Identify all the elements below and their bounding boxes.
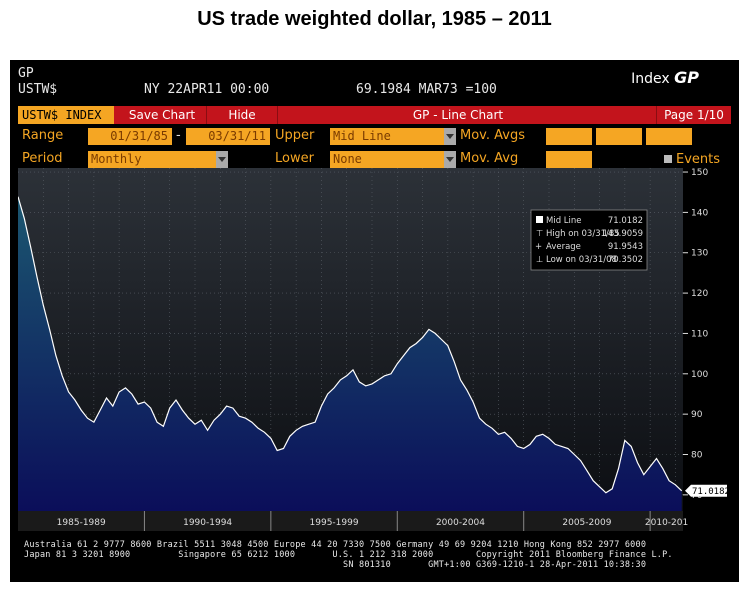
function-code: GP [18, 66, 34, 81]
y-tick-label: 90 [691, 410, 703, 420]
value-line: 69.1984 MAR73 =100 [356, 82, 497, 97]
legend-box: Mid Line 71.0182 ⊤ High on 03/31/85 143.… [530, 209, 648, 271]
legend-low-value: 70.3502 [608, 255, 643, 265]
date-line: NY 22APR11 00:00 [144, 82, 270, 97]
bloomberg-terminal-window: GP USTW$ NY 22APR11 00:00 69.1984 MAR73 … [10, 60, 739, 582]
ticker-label: USTW$ [18, 82, 58, 97]
range-end-field[interactable]: 03/31/11 [186, 128, 270, 145]
legend-low-icon: ⊥ [536, 255, 543, 265]
lower-label: Lower [275, 151, 314, 166]
range-row: Range 01/31/85 - 03/31/11 Upper Mid Line… [18, 127, 730, 147]
x-tick-label: 1990-1994 [183, 518, 232, 528]
brand-word: Index [631, 71, 670, 87]
legend-average-label: Average [546, 242, 581, 252]
legend-average-icon: + [535, 242, 542, 252]
brand-header: Index GP [631, 68, 699, 87]
y-tick-label: 140 [691, 208, 708, 218]
chart-type-title: GP - Line Chart [412, 108, 504, 122]
area-fill [18, 196, 682, 511]
x-tick-label: 2000-2004 [436, 518, 485, 528]
x-tick-label: 1995-1999 [310, 518, 359, 528]
upper-dropdown-icon[interactable] [444, 128, 456, 145]
period-dropdown-icon[interactable] [216, 151, 228, 168]
lower-select[interactable]: None [330, 151, 444, 168]
mov-avg-field[interactable] [546, 151, 592, 168]
page-indicator[interactable]: Page 1/10 [656, 106, 731, 124]
y-tick-label: 130 [691, 249, 708, 259]
legend-average-value: 91.9543 [608, 242, 643, 252]
upper-select[interactable]: Mid Line [330, 128, 444, 145]
series-line [18, 196, 683, 494]
y-tick-label: 100 [691, 370, 708, 380]
mov-avg-field-3[interactable] [646, 128, 692, 145]
period-row: Period Monthly Lower None Mov. Avg Event… [18, 150, 730, 170]
range-start-field[interactable]: 01/31/85 [88, 128, 172, 145]
last-value-label: 71.0182 [692, 487, 730, 497]
mov-avg-field-2[interactable] [596, 128, 642, 145]
toolbar: USTW$ INDEX Save Chart Hide GP - Line Ch… [18, 106, 731, 124]
last-value-tag [685, 484, 727, 497]
brand-code: GP [674, 68, 699, 87]
upper-label: Upper [275, 128, 315, 143]
y-tick-label: 80 [691, 451, 703, 461]
lower-dropdown-icon[interactable] [444, 151, 456, 168]
security-field[interactable]: USTW$ INDEX [18, 106, 114, 124]
save-chart-button[interactable]: Save Chart [118, 106, 207, 124]
mov-avg-label: Mov. Avg [460, 151, 519, 166]
y-tick-label: 150 [691, 168, 708, 178]
legend-low-label: Low on 03/31/08 [546, 255, 617, 265]
page-title: US trade weighted dollar, 1985 – 2011 [197, 8, 552, 30]
legend-high-label: High on 03/31/85 [546, 229, 620, 239]
last-value-marker: 71.0182 [685, 484, 730, 497]
legend-high-value: 143.9059 [602, 229, 643, 239]
y-tick-label: 120 [691, 289, 708, 299]
y-axis: 708090100110120130140150 [683, 168, 708, 501]
footer-line-1: Australia 61 2 9777 8600 Brazil 5511 304… [24, 540, 647, 550]
footer-line-2: Japan 81 3 3201 8900 Singapore 65 6212 1… [24, 550, 673, 560]
mov-avgs-label: Mov. Avgs [460, 128, 525, 143]
legend-midline-swatch [536, 216, 543, 223]
period-label: Period [22, 151, 63, 166]
hide-button[interactable]: Hide [207, 106, 278, 124]
legend-high-icon: ⊤ [536, 229, 543, 239]
x-axis: 1985-1989 1990-1994 1995-1999 2000-2004 2005… [18, 511, 688, 531]
mov-avg-field-1[interactable] [546, 128, 592, 145]
line-chart[interactable]: 708090100110120130140150 1985-19891990-1… [18, 168, 730, 542]
period-select[interactable]: Monthly [88, 151, 216, 168]
x-tick-label: 1985-1989 [57, 518, 106, 528]
legend-midline-label: Mid Line [546, 216, 582, 226]
x-tick-label: 2010-201 [645, 518, 688, 528]
events-toggle[interactable]: Events [664, 152, 720, 167]
footer-line-3: SN 801310 GMT+1:00 G369-1210-1 28-Apr-20… [24, 560, 647, 570]
x-tick-label: 2005-2009 [562, 518, 611, 528]
range-separator: - [176, 128, 181, 143]
x-axis-band [18, 511, 683, 531]
range-label: Range [22, 128, 64, 143]
y-tick-label: 110 [691, 329, 708, 339]
legend-midline-value: 71.0182 [608, 216, 643, 226]
